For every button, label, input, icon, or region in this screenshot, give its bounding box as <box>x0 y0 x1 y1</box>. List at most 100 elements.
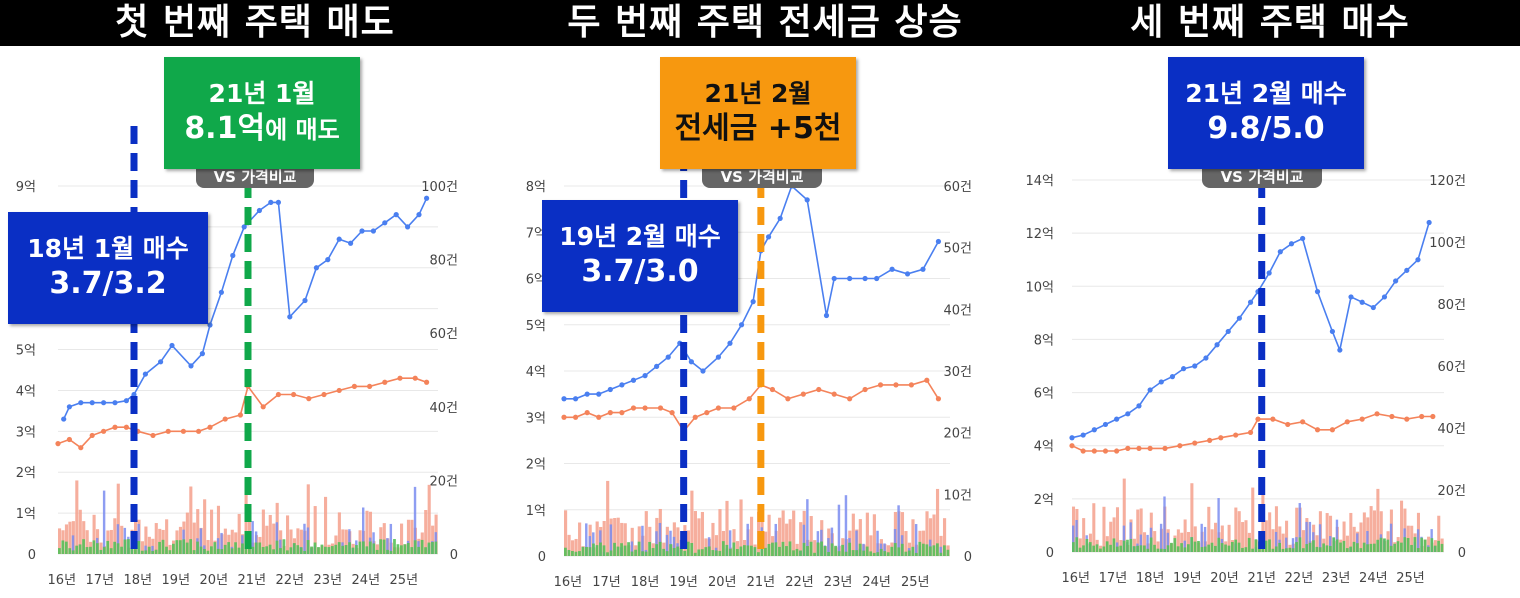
jeonse-point <box>180 428 186 434</box>
volume-bar <box>1122 478 1126 552</box>
volume-bar <box>700 511 705 556</box>
volume-bar <box>1349 546 1353 552</box>
volume-bar <box>403 544 407 554</box>
y-left-tick-label: 1억 <box>526 504 546 519</box>
volume-bar <box>658 541 662 556</box>
jeonse-point <box>1114 448 1120 454</box>
volume-bar <box>427 542 431 554</box>
x-tick-label: 25년 <box>901 575 930 590</box>
volume-bar <box>630 551 634 556</box>
volume-bar <box>1291 548 1295 552</box>
jeonse-point <box>123 424 129 430</box>
jeonse-point <box>816 386 822 393</box>
volume-bar <box>830 527 834 556</box>
volume-bar <box>216 505 221 554</box>
volume-bar <box>1295 507 1299 552</box>
volume-bar <box>1163 496 1166 552</box>
volume-bar <box>630 541 634 556</box>
volume-bar <box>665 551 669 556</box>
volume-bar <box>837 551 841 556</box>
volume-bar <box>203 548 206 554</box>
x-tick-label: 18년 <box>631 575 660 590</box>
volume-bar <box>206 550 210 554</box>
volume-bar <box>1345 548 1349 552</box>
volume-bar <box>1335 519 1339 552</box>
jeonse-point <box>275 391 281 398</box>
volume-bar <box>1271 548 1275 552</box>
volume-bar <box>1372 543 1376 552</box>
volume-bar <box>99 542 103 554</box>
y-left-tick-label: 12억 <box>1025 227 1054 242</box>
volume-bar <box>774 523 778 556</box>
volume-bar <box>595 521 599 556</box>
volume-bar <box>168 550 172 554</box>
price-point <box>199 351 205 357</box>
volume-bar <box>869 535 873 556</box>
volume-bar <box>658 522 662 556</box>
volume-bar <box>313 542 317 554</box>
volume-bar <box>1129 522 1132 552</box>
volume-bar <box>1308 521 1312 552</box>
volume-bar <box>337 542 341 554</box>
y-right-tick-label: 40건 <box>429 401 458 416</box>
volume-bar <box>707 546 711 556</box>
volume-bar <box>644 551 648 556</box>
y-right-tick-label: 20건 <box>943 427 972 442</box>
jeonse-point <box>89 432 95 439</box>
callout-line1: 18년 1월 매수 <box>27 234 189 263</box>
volume-bar <box>672 547 676 556</box>
volume-bar <box>820 541 823 556</box>
jeonse-point <box>715 405 721 411</box>
y-left-tick-label: 0 <box>538 550 546 565</box>
chart-panel-1: 첫 번째 주택 매도 01억2억3억4억5억6억7억8억9억020건40건60건… <box>0 0 510 598</box>
volume-bar <box>1200 523 1203 552</box>
volume-bar <box>299 529 303 554</box>
jeonse-point <box>1359 416 1365 422</box>
y-right-tick-label: 0 <box>450 548 458 563</box>
volume-bar <box>739 499 743 556</box>
volume-bar <box>417 546 421 554</box>
volume-bar <box>897 505 900 556</box>
volume-bar <box>1173 538 1177 552</box>
volume-bar <box>137 523 140 554</box>
volume-bar <box>900 543 904 556</box>
price-point <box>1393 278 1399 284</box>
y-right-tick-label: 80건 <box>1437 298 1466 313</box>
volume-bar <box>1214 545 1217 552</box>
y-right-tick-label: 10건 <box>943 488 972 503</box>
volume-bar <box>851 550 855 556</box>
volume-bar <box>651 548 655 556</box>
y-right-tick-label: 40건 <box>943 303 972 318</box>
volume-bar <box>753 547 757 556</box>
callout-line2-main: 8.1억 <box>184 110 266 146</box>
jeonse-point <box>893 382 899 388</box>
volume-bar <box>1349 512 1353 552</box>
volume-bar <box>1268 539 1271 552</box>
volume-bar <box>1332 537 1336 552</box>
volume-bar <box>816 542 820 556</box>
volume-bar <box>71 550 75 554</box>
volume-bar <box>1430 538 1434 552</box>
volume-bar <box>1318 547 1322 552</box>
volume-bar <box>788 541 792 556</box>
volume-bar <box>92 540 96 554</box>
volume-bar <box>324 546 327 554</box>
volume-bar <box>648 541 652 556</box>
volume-bar <box>595 545 599 556</box>
volume-bar <box>1295 542 1298 552</box>
chart-1: 01억2억3억4억5억6억7억8억9억020건40건60건80건100건16년1… <box>16 126 458 588</box>
volume-bar <box>334 544 338 554</box>
x-tick-label: 19년 <box>669 575 698 590</box>
volume-bar <box>637 541 641 556</box>
volume-bar <box>813 552 816 556</box>
volume-bar <box>1345 535 1349 552</box>
x-tick-label: 20년 <box>200 573 229 588</box>
x-tick-label: 21년 <box>238 573 267 588</box>
volume-bar <box>693 552 697 556</box>
volume-bar <box>355 545 358 554</box>
volume-bar <box>410 519 414 554</box>
volume-bar <box>1082 545 1085 552</box>
jeonse-point <box>692 414 698 420</box>
volume-bar <box>154 549 158 554</box>
volume-bar <box>120 546 123 554</box>
